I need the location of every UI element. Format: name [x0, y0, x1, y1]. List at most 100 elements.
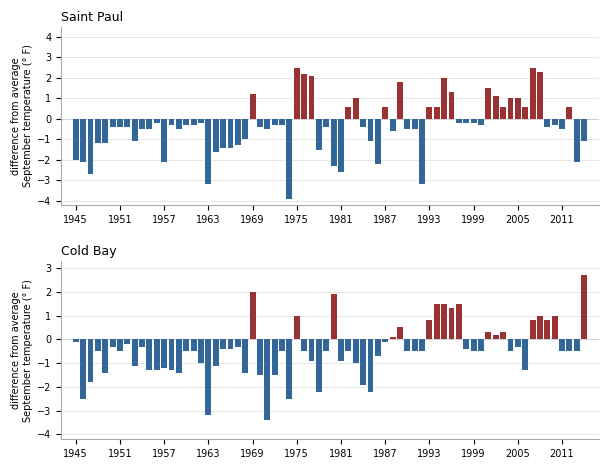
Bar: [228, 339, 234, 349]
Y-axis label: difference from average
September temperature (° F): difference from average September temper…: [11, 279, 33, 422]
Bar: [287, 339, 292, 399]
Bar: [478, 119, 484, 125]
Bar: [213, 119, 218, 152]
Bar: [493, 96, 498, 119]
Bar: [176, 119, 182, 129]
Bar: [228, 119, 234, 148]
Bar: [271, 119, 278, 125]
Bar: [323, 339, 329, 351]
Bar: [110, 119, 115, 127]
Bar: [551, 316, 558, 339]
Bar: [448, 308, 454, 339]
Bar: [206, 119, 211, 184]
Bar: [456, 119, 462, 123]
Bar: [360, 119, 366, 127]
Bar: [382, 339, 388, 342]
Bar: [213, 339, 218, 366]
Bar: [397, 328, 403, 339]
Bar: [567, 339, 572, 351]
Bar: [456, 304, 462, 339]
Bar: [486, 88, 491, 119]
Bar: [500, 107, 506, 119]
Bar: [434, 107, 440, 119]
Bar: [515, 339, 521, 346]
Bar: [404, 119, 411, 129]
Bar: [478, 339, 484, 351]
Bar: [426, 107, 432, 119]
Bar: [345, 107, 351, 119]
Bar: [132, 339, 138, 366]
Bar: [154, 339, 160, 370]
Bar: [271, 339, 278, 375]
Bar: [397, 82, 403, 119]
Bar: [168, 119, 174, 125]
Bar: [309, 76, 315, 119]
Bar: [139, 119, 145, 129]
Bar: [353, 339, 359, 363]
Bar: [382, 107, 388, 119]
Bar: [117, 119, 123, 127]
Bar: [235, 119, 241, 145]
Bar: [486, 332, 491, 339]
Bar: [559, 339, 565, 351]
Bar: [168, 339, 174, 370]
Bar: [529, 68, 536, 119]
Bar: [294, 316, 300, 339]
Text: Saint Paul: Saint Paul: [61, 11, 123, 24]
Bar: [316, 339, 322, 392]
Bar: [301, 339, 307, 351]
Bar: [471, 119, 476, 123]
Bar: [574, 119, 580, 162]
Bar: [87, 119, 93, 174]
Bar: [493, 335, 498, 339]
Bar: [146, 339, 152, 370]
Bar: [544, 321, 550, 339]
Bar: [537, 72, 543, 119]
Bar: [500, 332, 506, 339]
Bar: [301, 74, 307, 119]
Bar: [419, 339, 425, 351]
Bar: [110, 339, 115, 346]
Bar: [235, 339, 241, 346]
Bar: [124, 339, 131, 344]
Bar: [309, 339, 315, 361]
Bar: [294, 68, 300, 119]
Bar: [257, 119, 263, 127]
Bar: [124, 119, 131, 127]
Bar: [146, 119, 152, 129]
Bar: [464, 339, 469, 349]
Bar: [390, 119, 395, 131]
Bar: [574, 339, 580, 351]
Bar: [176, 339, 182, 373]
Bar: [287, 119, 292, 199]
Bar: [559, 119, 565, 129]
Bar: [102, 119, 108, 143]
Bar: [434, 304, 440, 339]
Bar: [529, 321, 536, 339]
Bar: [464, 119, 469, 123]
Bar: [249, 94, 256, 119]
Bar: [279, 119, 285, 125]
Bar: [441, 304, 447, 339]
Bar: [360, 339, 366, 384]
Bar: [331, 119, 337, 166]
Bar: [419, 119, 425, 184]
Bar: [567, 107, 572, 119]
Bar: [581, 275, 587, 339]
Bar: [412, 339, 418, 351]
Bar: [161, 339, 167, 368]
Bar: [404, 339, 411, 351]
Bar: [183, 119, 189, 125]
Bar: [331, 294, 337, 339]
Bar: [95, 119, 101, 143]
Bar: [161, 119, 167, 162]
Bar: [581, 119, 587, 141]
Bar: [154, 119, 160, 123]
Bar: [367, 119, 373, 141]
Bar: [73, 119, 79, 160]
Bar: [508, 339, 514, 351]
Bar: [426, 321, 432, 339]
Text: Cold Bay: Cold Bay: [61, 245, 117, 258]
Bar: [412, 119, 418, 129]
Bar: [87, 339, 93, 382]
